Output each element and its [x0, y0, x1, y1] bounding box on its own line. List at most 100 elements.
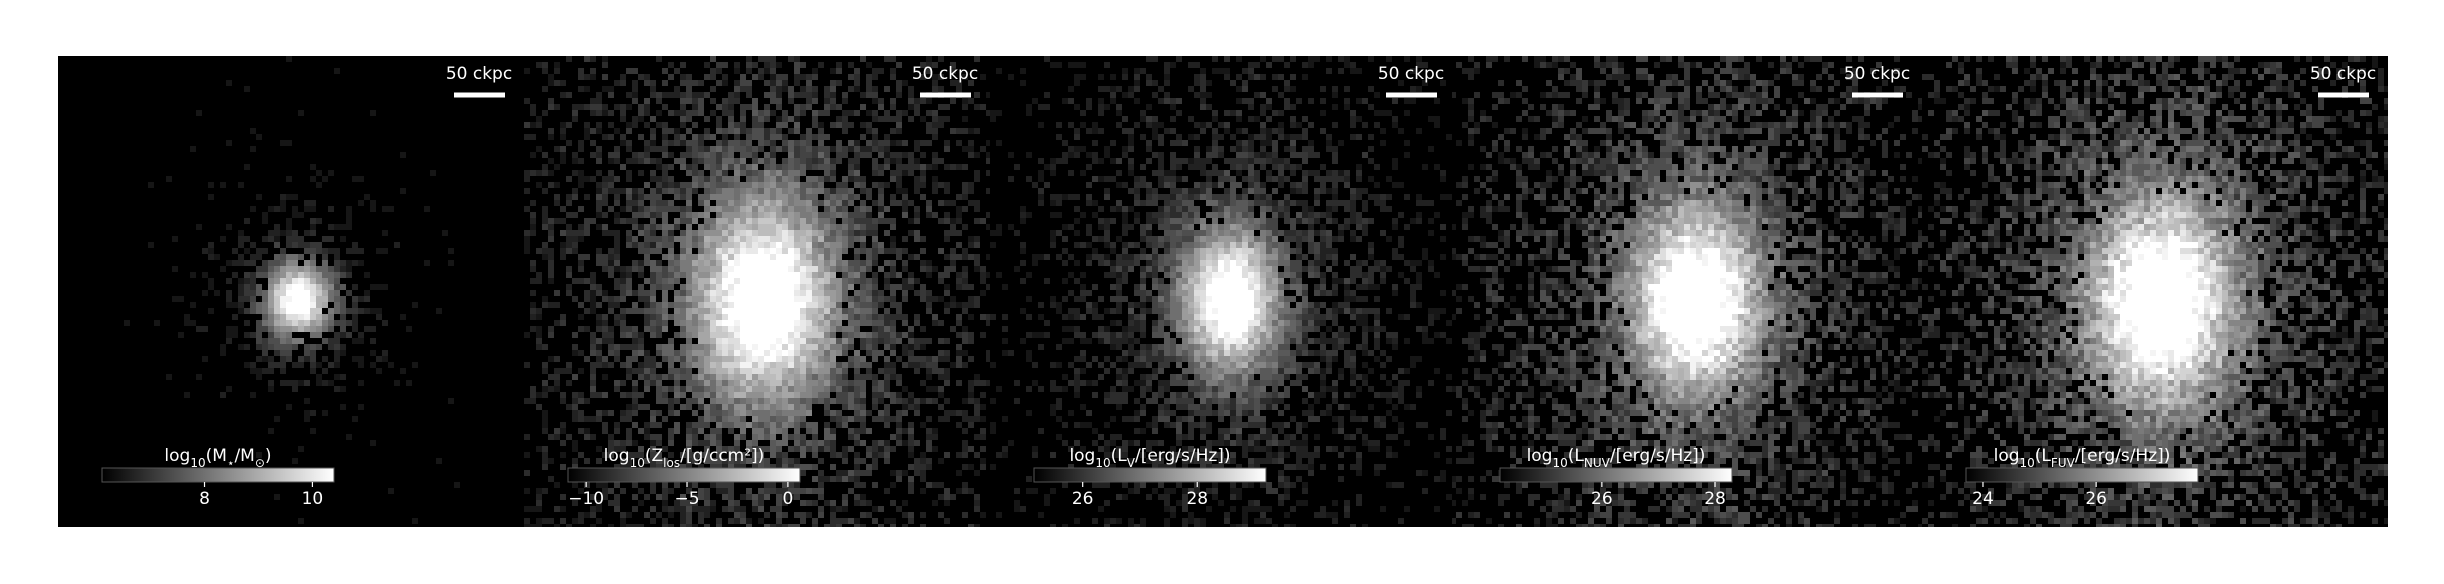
image-pixels — [1552, 104, 1840, 524]
colorbar-label: log10(M⋆/M⊙) — [164, 446, 271, 470]
pixel-map — [524, 56, 990, 527]
label-segment: /[erg/s/Hz]) — [1610, 446, 1706, 466]
image-pixels — [1594, 152, 1798, 464]
label-segment: log — [1069, 446, 1095, 466]
colorbar-tick-label: 0 — [782, 489, 793, 509]
label-segment: los — [663, 456, 680, 470]
label-segment: log — [604, 446, 630, 466]
colorbar-tick-label: 28 — [1704, 489, 1726, 509]
colorbar-tick-label: 26 — [1591, 489, 1613, 509]
scale-bar-label: 50 ckpc — [1844, 64, 1910, 84]
label-segment: (L — [1568, 446, 1585, 466]
label-segment: ⊙ — [255, 456, 265, 470]
colorbar-label: log10(LV/[erg/s/Hz]) — [1069, 446, 1230, 470]
image-pixels — [196, 194, 400, 416]
colorbar-label: log10(LNUV/[erg/s/Hz]) — [1527, 446, 1706, 470]
image-pixels — [524, 56, 990, 527]
image-pixels — [1922, 56, 2388, 527]
pixel-map — [1456, 56, 1922, 527]
label-segment: 10 — [190, 456, 205, 470]
label-segment: (M — [206, 446, 227, 466]
scale-bar-label: 50 ckpc — [446, 64, 512, 84]
colorbar — [567, 467, 801, 483]
image-pixels — [292, 278, 316, 320]
colorbar-tick-label: −5 — [674, 489, 699, 509]
label-segment: V — [1127, 456, 1136, 470]
label-segment: log — [164, 446, 190, 466]
colorbar-tick-label: 8 — [199, 489, 210, 509]
pixel-map — [1922, 56, 2388, 527]
image-pixels — [274, 272, 328, 326]
image-pixels — [286, 284, 310, 314]
image-pixels — [2042, 122, 2264, 488]
image-pixels — [1636, 206, 1762, 380]
image-pixels — [1456, 56, 1922, 527]
label-segment: /[erg/s/Hz]) — [2075, 446, 2171, 466]
scale-bar-label: 50 ckpc — [2310, 64, 2376, 84]
image-pixels — [1128, 170, 1314, 434]
colorbar-label: log10(LFUV/[erg/s/Hz]) — [1994, 446, 2171, 470]
image-pixels — [1200, 254, 1260, 350]
image-pixels — [722, 242, 806, 362]
image-pixels — [2108, 236, 2216, 374]
image-pixels — [1642, 224, 1750, 374]
panel: 50 ckpc log10(M⋆/M⊙) 8 10 — [58, 56, 524, 527]
image-pixels — [560, 56, 944, 527]
image-pixels — [524, 56, 990, 527]
colorbar — [1499, 467, 1733, 483]
image-pixels — [1080, 74, 1380, 494]
label-segment: 10 — [630, 456, 645, 470]
image-pixels — [2084, 194, 2240, 416]
label-segment: log — [1994, 446, 2020, 466]
image-pixels — [2018, 86, 2294, 500]
image-pixels — [2102, 230, 2216, 380]
image-pixels — [1606, 164, 1792, 434]
colorbar-tick-label: 10 — [302, 489, 324, 509]
label-segment: FUV — [2051, 456, 2076, 470]
colorbar-tick-label: −10 — [568, 489, 604, 509]
image-pixels — [524, 56, 986, 527]
colorbar-tick-label: 26 — [2085, 489, 2107, 509]
image-pixels — [1194, 248, 1260, 350]
scale-bar-label: 50 ckpc — [912, 64, 978, 84]
scale-bar-label: 50 ckpc — [1378, 64, 1444, 84]
panel: 50 ckpc log10(LNUV/[erg/s/Hz]) 26 28 — [1456, 56, 1922, 527]
pixel-map — [124, 56, 460, 524]
image-pixels — [1612, 182, 1774, 416]
label-segment: 10 — [2020, 456, 2035, 470]
image-pixels — [268, 308, 334, 344]
colorbar-tick-label: 28 — [1186, 489, 1208, 509]
image-pixels — [274, 284, 298, 326]
label-segment: 10 — [1552, 456, 1567, 470]
panel: 50 ckpc log10(LV/[erg/s/Hz]) 26 28 — [990, 56, 1456, 527]
image-pixels — [1206, 260, 1254, 338]
label-segment: /[g/ccm²]) — [680, 446, 764, 466]
pixel-map — [990, 56, 1456, 527]
label-segment: log — [1527, 446, 1553, 466]
image-pixels — [990, 56, 1456, 527]
label-segment: /[erg/s/Hz]) — [1135, 446, 1231, 466]
label-segment: 10 — [1095, 456, 1110, 470]
image-pixels — [1456, 56, 1922, 527]
label-segment: ⋆ — [227, 456, 235, 470]
colorbar-label: log10(Zlos/[g/ccm²]) — [604, 446, 765, 470]
image-pixels — [2096, 206, 2222, 404]
image-pixels — [2084, 194, 2234, 404]
colorbar-tick-label: 26 — [1072, 489, 1094, 509]
colorbar — [1033, 467, 1267, 483]
image-pixels — [1648, 236, 1744, 362]
colorbar-tick-label: 24 — [1972, 489, 1994, 509]
image-pixels — [1164, 200, 1302, 404]
image-pixels — [1922, 56, 2388, 527]
label-segment: (Z — [645, 446, 663, 466]
image-pixels — [2066, 176, 2264, 422]
image-pixels — [1116, 140, 1350, 446]
label-segment: (L — [1111, 446, 1128, 466]
label-segment: ) — [265, 446, 272, 466]
image-pixels — [1038, 56, 1446, 527]
image-pixels — [1188, 248, 1266, 356]
panel: 50 ckpc log10(LFUV/[erg/s/Hz])24 26 — [1922, 56, 2388, 527]
